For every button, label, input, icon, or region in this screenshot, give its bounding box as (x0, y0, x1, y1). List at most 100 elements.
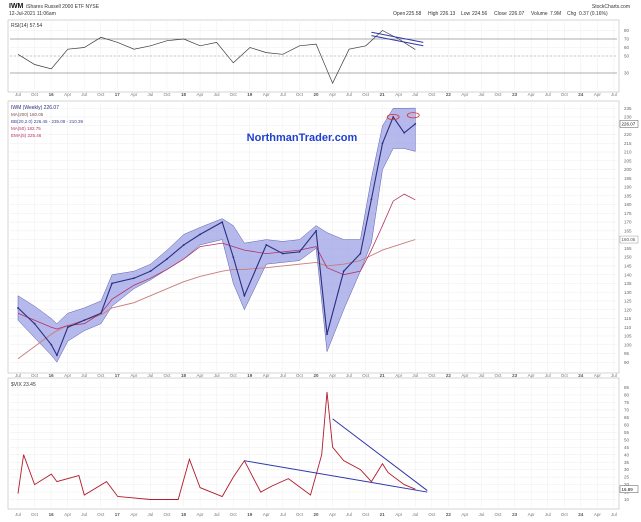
x-tick-label-mid: Oct (495, 373, 503, 378)
x-tick-label-bottom: Oct (362, 512, 370, 517)
price-legend-main: IWM (Weekly) 226.07 (11, 105, 59, 111)
x-tick-label-top: Apr (528, 92, 536, 97)
y-tick-label: 100 (624, 342, 632, 347)
price-point (56, 354, 58, 357)
x-tick-label-top: Apr (263, 92, 271, 97)
x-tick-label-mid: Jul (412, 373, 418, 378)
rsi-trendline (371, 31, 424, 43)
x-tick-label-mid: 24 (578, 373, 584, 378)
x-tick-label-mid: Oct (97, 373, 105, 378)
x-tick-label-mid: Apr (197, 373, 205, 378)
y-tick-label: 135 (624, 281, 632, 286)
y-tick-label: 215 (624, 141, 632, 146)
x-tick-label-top: Apr (197, 92, 205, 97)
x-tick-label-bottom: Jul (81, 512, 87, 517)
x-tick-label-top: Apr (594, 92, 602, 97)
price-legend-ma50: MA(50) 182.75 (11, 126, 41, 131)
y-tick-label: 110 (624, 325, 632, 330)
y-tick-label: 200 (624, 167, 632, 172)
vix-last-tag (619, 485, 639, 493)
x-tick-label-mid: 18 (181, 373, 187, 378)
x-tick-label-bottom: Oct (561, 512, 569, 517)
x-tick-label-mid: Jul (346, 373, 352, 378)
x-tick-label-top: 24 (578, 92, 584, 97)
y-tick-label: 70 (624, 407, 630, 412)
x-tick-label-top: Jul (15, 92, 21, 97)
y-tick-label: 150 (624, 255, 632, 260)
price-point (199, 233, 202, 236)
y-tick-label: 95 (624, 351, 630, 356)
x-tick-label-top: Apr (64, 92, 72, 97)
x-tick-label-top: Jul (81, 92, 87, 97)
x-tick-label-bottom: Apr (263, 512, 271, 517)
svg-text:Low: Low (461, 11, 471, 17)
x-tick-label-bottom: 22 (446, 512, 452, 517)
y-tick-label: 145 (624, 264, 632, 269)
x-tick-label-bottom: Jul (545, 512, 551, 517)
svg-text:Volume: Volume (531, 11, 548, 17)
price-point (326, 333, 328, 336)
price-point (50, 343, 53, 346)
x-tick-label-mid: Oct (362, 373, 370, 378)
svg-text:High: High (428, 11, 439, 17)
price-point (370, 198, 373, 201)
x-tick-label-mid: Apr (263, 373, 271, 378)
y-tick-label: 45 (624, 445, 630, 450)
price-top-highlight (386, 114, 400, 121)
x-tick-label-bottom: 21 (380, 512, 386, 517)
x-tick-label-mid: Jul (479, 373, 485, 378)
x-tick-label-bottom: Apr (329, 512, 337, 517)
x-tick-label-top: 20 (313, 92, 319, 97)
price-point (133, 277, 135, 280)
y-tick-label: 120 (624, 307, 632, 312)
price-point (414, 122, 417, 125)
x-tick-label-top: 18 (181, 92, 187, 97)
x-tick-label-bottom: Apr (594, 512, 602, 517)
x-tick-label-mid: Jul (214, 373, 220, 378)
x-tick-label-mid: 20 (313, 373, 319, 378)
x-tick-label-mid: Oct (428, 373, 436, 378)
x-tick-label-bottom: Oct (97, 512, 105, 517)
x-tick-label-mid: Oct (230, 373, 238, 378)
quote-date: 12-Jul-2021 11:06am (9, 11, 56, 17)
x-tick-label-bottom: 16 (49, 512, 55, 517)
x-tick-label-top: Oct (31, 92, 39, 97)
x-tick-label-top: Apr (329, 92, 337, 97)
y-tick-label: 20 (624, 482, 630, 487)
price-point (359, 252, 362, 255)
last-price-label: 226.07 (622, 122, 636, 127)
x-tick-label-bottom: Jul (280, 512, 286, 517)
price-point (221, 221, 224, 224)
x-tick-label-bottom: Jul (214, 512, 220, 517)
quote-close: 226.07 (509, 11, 525, 17)
x-tick-label-top: 16 (49, 92, 55, 97)
x-tick-label-bottom: Jul (479, 512, 485, 517)
x-tick-label-bottom: Oct (296, 512, 304, 517)
quote-open: 225.58 (406, 11, 422, 17)
x-tick-label-bottom: Oct (230, 512, 238, 517)
x-tick-label-mid: Jul (15, 373, 21, 378)
x-tick-label-bottom: Jul (15, 512, 21, 517)
price-top-highlight (406, 112, 420, 119)
y-tick-label: 195 (624, 176, 632, 181)
x-tick-label-mid: 16 (49, 373, 55, 378)
last-price-tag (619, 120, 639, 128)
x-tick-label-bottom: 20 (313, 512, 319, 517)
x-tick-label-mid: 19 (247, 373, 253, 378)
x-tick-label-top: Oct (362, 92, 370, 97)
price-point (392, 116, 395, 118)
x-tick-label-top: Jul (412, 92, 418, 97)
x-tick-label-mid: Jul (611, 373, 617, 378)
y-tick-label: 140 (624, 272, 632, 277)
ma50-line (17, 193, 416, 330)
vix-lower-trendline (244, 460, 428, 493)
y-tick-label: 60 (624, 45, 630, 50)
y-tick-label: 30 (624, 467, 630, 472)
x-tick-label-bottom: 17 (115, 512, 121, 517)
x-tick-label-mid: Apr (461, 373, 469, 378)
quote-change: 0.37 (0.16%) (579, 11, 608, 17)
x-tick-label-top: Jul (479, 92, 485, 97)
y-tick-label: 165 (624, 228, 632, 233)
price-point (182, 243, 185, 246)
